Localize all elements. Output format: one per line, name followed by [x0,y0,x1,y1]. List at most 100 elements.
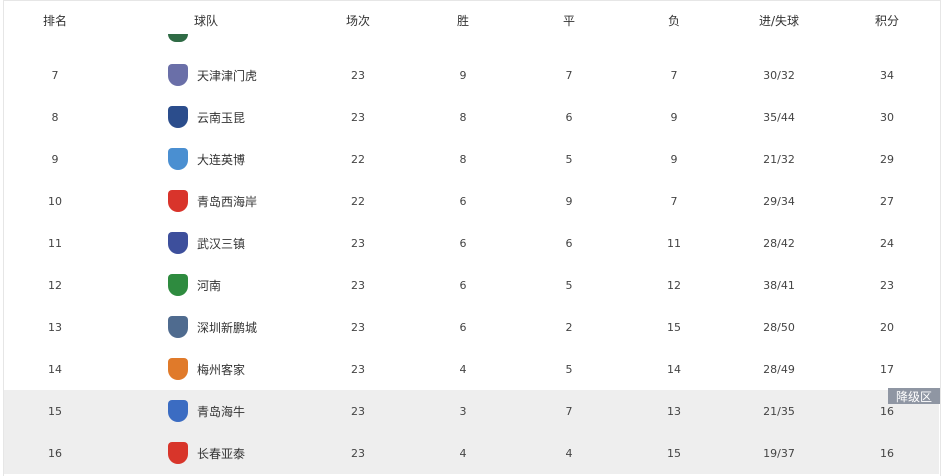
cell-drawn: 7 [565,68,573,82]
cell-drawn: 6 [565,236,573,250]
cell-lost: 9 [670,152,678,166]
cell-drawn: 5 [565,362,573,376]
cell-played: 23 [351,278,365,292]
cell-lost: 7 [670,68,678,82]
cell-goals: 28/50 [763,320,795,334]
team-logo-icon [168,148,188,170]
table-row[interactable]: 15 23 3 7 13 21/35 16 青岛海牛 [4,390,939,432]
table-row[interactable]: 13 23 6 2 15 28/50 20 深圳新鹏城 [4,306,939,348]
team-cell[interactable]: 大连英博 [168,138,245,180]
table-row[interactable]: 16 23 4 4 15 19/37 16 长春亚泰 [4,432,939,474]
team-name[interactable]: 天津津门虎 [197,68,258,83]
team-cell[interactable]: 长春亚泰 [168,432,245,474]
team-name[interactable]: 河南 [197,278,222,293]
cell-won: 6 [459,194,467,208]
header-won: 胜 [456,13,470,28]
cell-drawn: 5 [565,152,573,166]
team-name[interactable]: 深圳新鹏城 [197,320,258,335]
cell-points: 20 [880,320,894,334]
team-logo-partial [168,34,188,42]
cell-goals: 19/37 [763,446,795,460]
cell-rank: 12 [48,278,62,292]
cell-drawn: 5 [565,278,573,292]
cell-points: 23 [880,278,894,292]
cell-played: 22 [351,152,365,166]
cell-points: 34 [880,68,894,82]
cell-lost: 7 [670,194,678,208]
cell-won: 4 [459,446,467,460]
relegation-zone-badge: 降级区 [888,388,940,404]
cell-won: 4 [459,362,467,376]
cell-played: 23 [351,110,365,124]
cell-played: 22 [351,194,365,208]
cell-drawn: 9 [565,194,573,208]
team-cell[interactable]: 天津津门虎 [168,54,257,96]
team-cell[interactable]: 云南玉昆 [168,96,245,138]
team-name[interactable]: 长春亚泰 [197,446,246,461]
cell-points: 17 [880,362,894,376]
table-row[interactable]: 14 23 4 5 14 28/49 17 梅州客家 [4,348,939,390]
cell-lost: 13 [667,404,681,418]
table-row[interactable]: 7 23 9 7 7 30/32 34 天津津门虎 [4,54,939,96]
cell-goals: 29/34 [763,194,795,208]
cell-points: 30 [880,110,894,124]
cell-won: 8 [459,110,467,124]
table-row[interactable]: 10 22 6 9 7 29/34 27 青岛西海岸 [4,180,939,222]
cell-goals: 28/49 [763,362,795,376]
team-logo-icon [168,274,188,296]
team-cell[interactable]: 河南 [168,264,221,306]
header-lost: 负 [667,13,681,28]
team-logo-icon [168,106,188,128]
table-row[interactable]: 9 22 8 5 9 21/32 29 大连英博 [4,138,939,180]
header-played: 场次 [345,13,371,28]
team-name[interactable]: 青岛西海岸 [197,194,258,209]
team-name[interactable]: 青岛海牛 [197,404,246,419]
cell-won: 8 [459,152,467,166]
team-cell[interactable]: 青岛西海岸 [168,180,257,222]
team-logo-icon [168,232,188,254]
cell-played: 23 [351,404,365,418]
cell-goals: 38/41 [763,278,795,292]
cell-lost: 15 [667,320,681,334]
team-name[interactable]: 云南玉昆 [197,110,246,125]
cell-won: 6 [459,278,467,292]
cell-won: 6 [459,320,467,334]
team-cell[interactable]: 武汉三镇 [168,222,245,264]
cell-played: 23 [351,362,365,376]
cell-played: 23 [351,68,365,82]
cell-won: 6 [459,236,467,250]
table-row[interactable]: 12 23 6 5 12 38/41 23 河南 [4,264,939,306]
team-logo-icon [168,442,188,464]
header-rank: 排名 [42,13,68,28]
table-row[interactable]: 11 23 6 6 11 28/42 24 武汉三镇 [4,222,939,264]
cell-goals: 28/42 [763,236,795,250]
cell-drawn: 2 [565,320,573,334]
team-cell[interactable]: 青岛海牛 [168,390,245,432]
team-name[interactable]: 武汉三镇 [197,236,246,251]
team-logo-icon [168,316,188,338]
cell-goals: 35/44 [763,110,795,124]
team-cell[interactable]: 梅州客家 [168,348,245,390]
cell-lost: 11 [667,236,681,250]
cell-won: 9 [459,68,467,82]
cell-rank: 15 [48,404,62,418]
header-points: 积分 [874,13,900,28]
cell-points: 29 [880,152,894,166]
cell-lost: 15 [667,446,681,460]
table-row[interactable]: 8 23 8 6 9 35/44 30 云南玉昆 [4,96,939,138]
cell-drawn: 6 [565,110,573,124]
cell-goals: 30/32 [763,68,795,82]
team-cell[interactable]: 深圳新鹏城 [168,306,257,348]
cell-points: 24 [880,236,894,250]
cell-rank: 8 [51,110,59,124]
team-name[interactable]: 大连英博 [197,152,246,167]
cell-played: 23 [351,320,365,334]
cell-won: 3 [459,404,467,418]
team-name[interactable]: 梅州客家 [197,362,246,377]
cell-points: 16 [880,404,894,418]
cell-lost: 9 [670,110,678,124]
cell-rank: 16 [48,446,62,460]
team-logo-icon [168,190,188,212]
cell-rank: 7 [51,68,59,82]
cell-played: 23 [351,236,365,250]
